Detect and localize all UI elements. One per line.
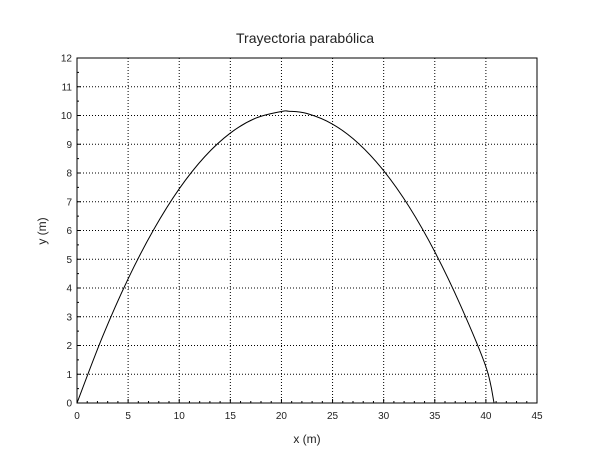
y-tick-label: 12 — [61, 54, 73, 65]
x-tick-label: 35 — [429, 411, 441, 422]
y-tick-label: 3 — [66, 312, 72, 323]
y-tick-label: 11 — [62, 82, 73, 93]
x-tick-label: 25 — [327, 411, 339, 422]
x-axis-label: x (m) — [293, 432, 320, 446]
y-tick-label: 4 — [66, 284, 72, 295]
y-tick-label: 6 — [66, 226, 72, 237]
y-axis-label: y (m) — [35, 217, 49, 244]
plot-frame — [76, 57, 538, 404]
y-tick-label: 10 — [61, 111, 73, 122]
x-tick-label: 15 — [225, 411, 237, 422]
x-tick-label: 45 — [531, 411, 543, 422]
y-tick-label: 5 — [66, 255, 72, 266]
x-tick-label: 5 — [125, 411, 131, 422]
x-tick-label: 10 — [174, 411, 186, 422]
x-tick-label: 20 — [276, 411, 288, 422]
trajectory-line — [76, 110, 495, 404]
y-tick-label: 0 — [66, 399, 72, 410]
y-tick-label: 1 — [66, 370, 72, 381]
y-tick-label: 9 — [66, 140, 72, 151]
x-tick-label: 30 — [378, 411, 390, 422]
y-tick-label: 7 — [66, 197, 72, 208]
chart-title: Trayectoria parabólica — [236, 30, 374, 46]
x-tick-label: 40 — [480, 411, 492, 422]
x-tick-label: 0 — [74, 411, 80, 422]
y-tick-label: 2 — [66, 341, 72, 352]
y-tick-label: 8 — [66, 169, 72, 180]
grid — [77, 58, 537, 403]
